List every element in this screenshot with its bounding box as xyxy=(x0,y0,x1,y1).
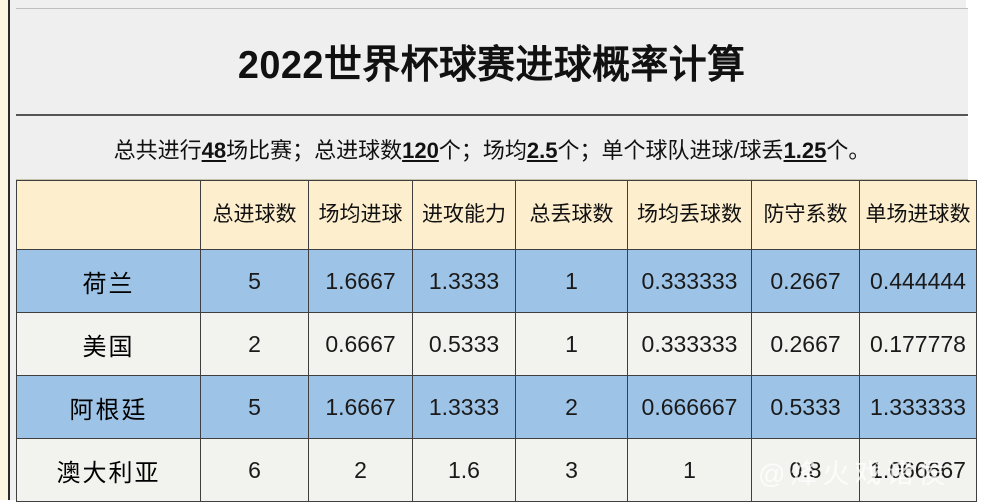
title-band: 2022世界杯球赛进球概率计算 xyxy=(16,8,968,116)
page-title: 2022世界杯球赛进球概率计算 xyxy=(238,43,746,87)
cell-conceded-per-match: 0.333333 xyxy=(627,312,752,376)
table-row: 荷兰 5 1.6667 1.3333 1 0.333333 0.2667 0.444444 xyxy=(16,249,977,313)
cell-goals-per-match: 1.6667 xyxy=(308,375,413,439)
cell-team-name: 澳大利亚 xyxy=(16,438,201,502)
table-row: 阿根廷 5 1.6667 1.3333 2 0.666667 0.5333 1.333333 xyxy=(16,375,977,439)
cell-goals-per-match: 0.6667 xyxy=(308,312,413,376)
column-header-total-conceded: 总丢球数 xyxy=(515,180,628,250)
cell-attack-power: 1.6 xyxy=(412,438,516,502)
column-header-team xyxy=(16,180,201,250)
column-header-goals-per-match: 场均进球 xyxy=(308,180,413,250)
table-header-row: 总进球数 场均进球 进攻能力 总丢球数 场均丢球数 防守系数 单场进球数 xyxy=(16,180,977,250)
cell-conceded-per-match: 0.666667 xyxy=(627,375,752,439)
cell-total-conceded: 1 xyxy=(515,312,628,376)
summary-value-1: 48 xyxy=(201,137,227,163)
cell-attack-power: 0.5333 xyxy=(412,312,516,376)
column-header-attack-power: 进攻能力 xyxy=(412,180,516,250)
column-header-conceded-per-match: 场均丢球数 xyxy=(627,180,752,250)
cell-single-match-goals: 0.444444 xyxy=(859,249,977,313)
cell-defense-coefficient: 0.2667 xyxy=(751,249,860,313)
cell-total-goals: 2 xyxy=(200,312,309,376)
cell-attack-power: 1.3333 xyxy=(412,375,516,439)
cell-single-match-goals: 1.333333 xyxy=(859,375,977,439)
column-header-defense-coefficient: 防守系数 xyxy=(751,180,860,250)
cell-attack-power: 1.3333 xyxy=(412,249,516,313)
cell-defense-coefficient: 0.5333 xyxy=(751,375,860,439)
summary-label-6: 个；单个球队进球/球丢 xyxy=(557,137,784,163)
cell-goals-per-match: 2 xyxy=(308,438,413,502)
cell-total-goals: 5 xyxy=(200,375,309,439)
cell-team-name: 美国 xyxy=(16,312,201,376)
summary-value-3: 120 xyxy=(402,137,439,163)
table-row: 美国 2 0.6667 0.5333 1 0.333333 0.2667 0.177778 xyxy=(16,312,977,376)
cell-single-match-goals: 1.066667 xyxy=(859,438,977,502)
cell-defense-coefficient: 0.2667 xyxy=(751,312,860,376)
cell-team-name: 阿根廷 xyxy=(16,375,201,439)
cell-total-conceded: 1 xyxy=(515,249,628,313)
cell-total-conceded: 2 xyxy=(515,375,628,439)
left-margin-strip xyxy=(0,0,8,500)
table-body: 荷兰 5 1.6667 1.3333 1 0.333333 0.2667 0.444444 美国… xyxy=(16,249,977,502)
summary-label-8: 个。 xyxy=(826,137,871,163)
cell-defense-coefficient: 0.8 xyxy=(751,438,860,502)
summary-label-4: 个；场均 xyxy=(438,137,527,163)
cell-total-goals: 5 xyxy=(200,249,309,313)
stats-table: 总进球数 场均进球 进攻能力 总丢球数 场均丢球数 防守系数 单场进球数 荷兰 5… xyxy=(16,180,977,502)
column-header-single-match-goals: 单场进球数 xyxy=(859,180,977,250)
cell-conceded-per-match: 0.333333 xyxy=(627,249,752,313)
sheet-area: 2022世界杯球赛进球概率计算 总共进行48场比赛；总进球数120个；场均2.5… xyxy=(8,0,977,502)
cell-total-goals: 6 xyxy=(200,438,309,502)
cell-conceded-per-match: 1 xyxy=(627,438,752,502)
cell-single-match-goals: 0.177778 xyxy=(859,312,977,376)
summary-value-7: 1.25 xyxy=(783,137,827,163)
cell-goals-per-match: 1.6667 xyxy=(308,249,413,313)
summary-label-0: 总共进行 xyxy=(113,137,202,163)
summary-text: 总共进行48场比赛；总进球数120个；场均2.5个；单个球队进球/球丢1.25个… xyxy=(114,133,871,165)
summary-value-5: 2.5 xyxy=(526,137,558,163)
column-header-total-goals: 总进球数 xyxy=(200,180,309,250)
cell-total-conceded: 3 xyxy=(515,438,628,502)
summary-band: 总共进行48场比赛；总进球数120个；场均2.5个；单个球队进球/球丢1.25个… xyxy=(16,118,968,180)
table-row: 澳大利亚 6 2 1.6 3 1 0.8 1.066667 xyxy=(16,438,977,502)
summary-label-2: 场比赛；总进球数 xyxy=(226,137,403,163)
cell-team-name: 荷兰 xyxy=(16,249,201,313)
